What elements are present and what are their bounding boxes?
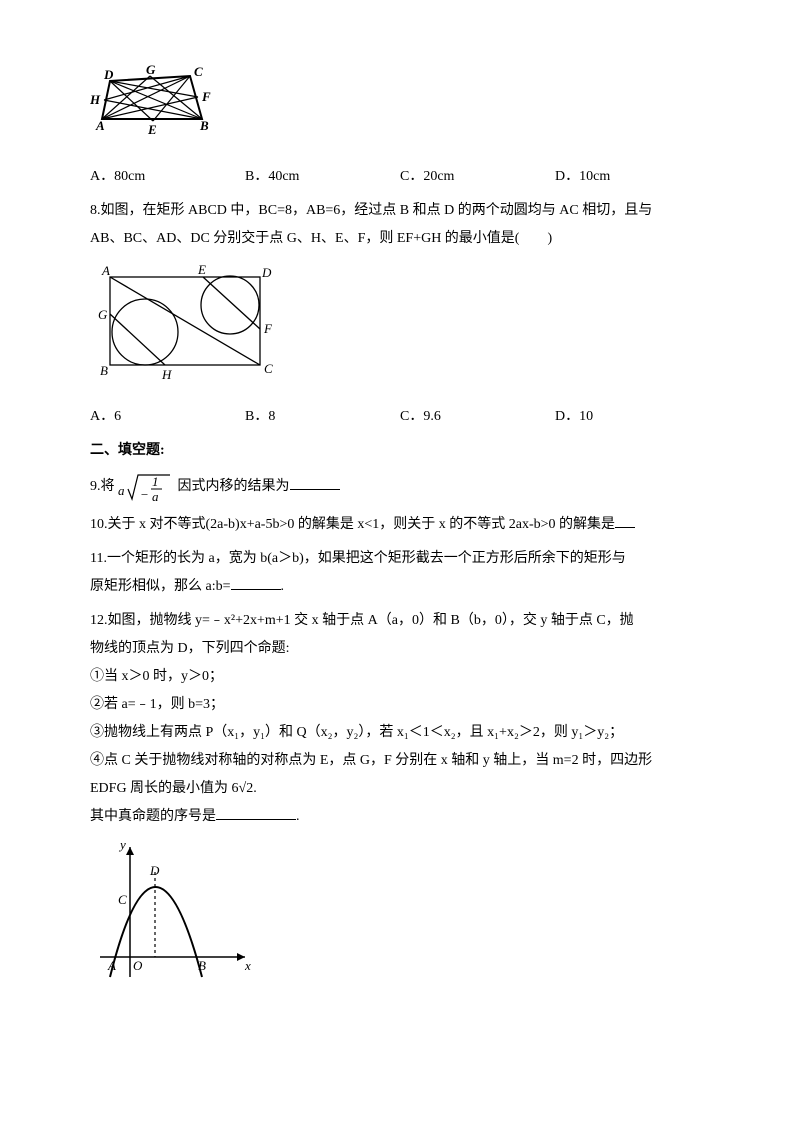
q7-opt-b: B．40cm <box>245 163 400 191</box>
svg-text:D: D <box>149 863 160 878</box>
svg-text:C: C <box>118 892 127 907</box>
svg-text:A: A <box>107 958 116 973</box>
svg-text:G: G <box>98 307 108 322</box>
q9-blank <box>290 475 340 490</box>
q11: 11.一个矩形的长为 a，宽为 b(a＞b)，如果把这个矩形截去一个正方形后所余… <box>90 545 710 601</box>
q12-item2: ②若 a=﹣1，则 b=3； <box>90 691 710 719</box>
svg-text:E: E <box>147 122 157 137</box>
svg-text:A: A <box>101 263 110 278</box>
q11-blank <box>231 575 281 590</box>
q8-line2: AB、BC、AD、DC 分别交于点 G、H、E、F，则 EF+GH 的最小值是(… <box>90 225 710 253</box>
svg-text:F: F <box>263 321 273 336</box>
q7-opt-d: D．10cm <box>555 163 710 191</box>
svg-text:C: C <box>194 64 203 79</box>
q10-text: 10.关于 x 对不等式(2a-b)x+a-5b>0 的解集是 x<1，则关于 … <box>90 517 615 532</box>
q12-line1: 12.如图，抛物线 y=﹣x²+2x+m+1 交 x 轴于点 A（a，0）和 B… <box>90 607 710 635</box>
q9-post: 因式内移的结果为 <box>178 479 290 494</box>
q12-figure: y D C A O B x <box>90 837 710 998</box>
svg-text:B: B <box>199 118 209 133</box>
svg-text:B: B <box>198 958 206 973</box>
q10-blank <box>615 513 635 528</box>
q12-svg: y D C A O B x <box>90 837 260 987</box>
svg-text:a: a <box>152 489 159 504</box>
q7-opt-a: A．80cm <box>90 163 245 191</box>
q12-concl: 其中真命题的序号是. <box>90 803 710 831</box>
svg-text:C: C <box>264 361 273 376</box>
svg-text:a: a <box>118 483 125 498</box>
q9-pre: 9.将 <box>90 479 118 494</box>
svg-text:H: H <box>90 92 101 107</box>
q12-item5: EDFG 周长的最小值为 6√2. <box>90 775 710 803</box>
q12-item4: ④点 C 关于抛物线对称轴的对称点为 E，点 G，F 分别在 x 轴和 y 轴上… <box>90 747 710 775</box>
svg-text:B: B <box>100 363 108 378</box>
q10: 10.关于 x 对不等式(2a-b)x+a-5b>0 的解集是 x<1，则关于 … <box>90 511 710 539</box>
svg-text:E: E <box>197 262 206 277</box>
svg-text:D: D <box>103 67 114 82</box>
q11-line2: 原矩形相似，那么 a:b=. <box>90 573 710 601</box>
q8-opt-a: A．6 <box>90 403 245 431</box>
svg-text:−: − <box>140 487 149 502</box>
q8-stem: 8.如图，在矩形 ABCD 中，BC=8，AB=6，经过点 B 和点 D 的两个… <box>90 197 710 253</box>
q12-line2: 物线的顶点为 D，下列四个命题: <box>90 635 710 663</box>
q8-opt-d: D．10 <box>555 403 710 431</box>
svg-text:A: A <box>95 118 105 133</box>
section-2-header: 二、填空题: <box>90 437 710 465</box>
q7-opt-c: C．20cm <box>400 163 555 191</box>
q12: 12.如图，抛物线 y=﹣x²+2x+m+1 交 x 轴于点 A（a，0）和 B… <box>90 607 710 831</box>
svg-text:D: D <box>261 265 272 280</box>
svg-text:G: G <box>146 64 156 77</box>
q9-formula: a − 1 a <box>118 469 174 505</box>
q7-svg: D G C H F A E B <box>90 64 220 144</box>
q8-figure: A E D G F B H C <box>90 259 710 395</box>
q9: 9.将 a − 1 a 因式内移的结果为 <box>90 469 710 505</box>
svg-text:O: O <box>133 958 143 973</box>
q7-options: A．80cm B．40cm C．20cm D．10cm <box>90 163 710 191</box>
svg-text:x: x <box>244 958 251 973</box>
q12-item3: ③抛物线上有两点 P（x₁，y₁）和 Q（x₂，y₂），若 x₁＜1＜x₂，且 … <box>90 719 710 747</box>
q8-svg: A E D G F B H C <box>90 259 280 384</box>
q12-item1: ①当 x＞0 时，y＞0； <box>90 663 710 691</box>
svg-text:1: 1 <box>152 474 159 489</box>
q8-opt-b: B．8 <box>245 403 400 431</box>
svg-text:F: F <box>201 89 211 104</box>
svg-text:H: H <box>161 367 172 382</box>
q8-opt-c: C．9.6 <box>400 403 555 431</box>
q7-figure: D G C H F A E B <box>90 64 710 155</box>
q8-line1: 8.如图，在矩形 ABCD 中，BC=8，AB=6，经过点 B 和点 D 的两个… <box>90 197 710 225</box>
q11-line1: 11.一个矩形的长为 a，宽为 b(a＞b)，如果把这个矩形截去一个正方形后所余… <box>90 545 710 573</box>
svg-text:y: y <box>118 837 126 852</box>
q8-options: A．6 B．8 C．9.6 D．10 <box>90 403 710 431</box>
q12-blank <box>216 805 296 820</box>
